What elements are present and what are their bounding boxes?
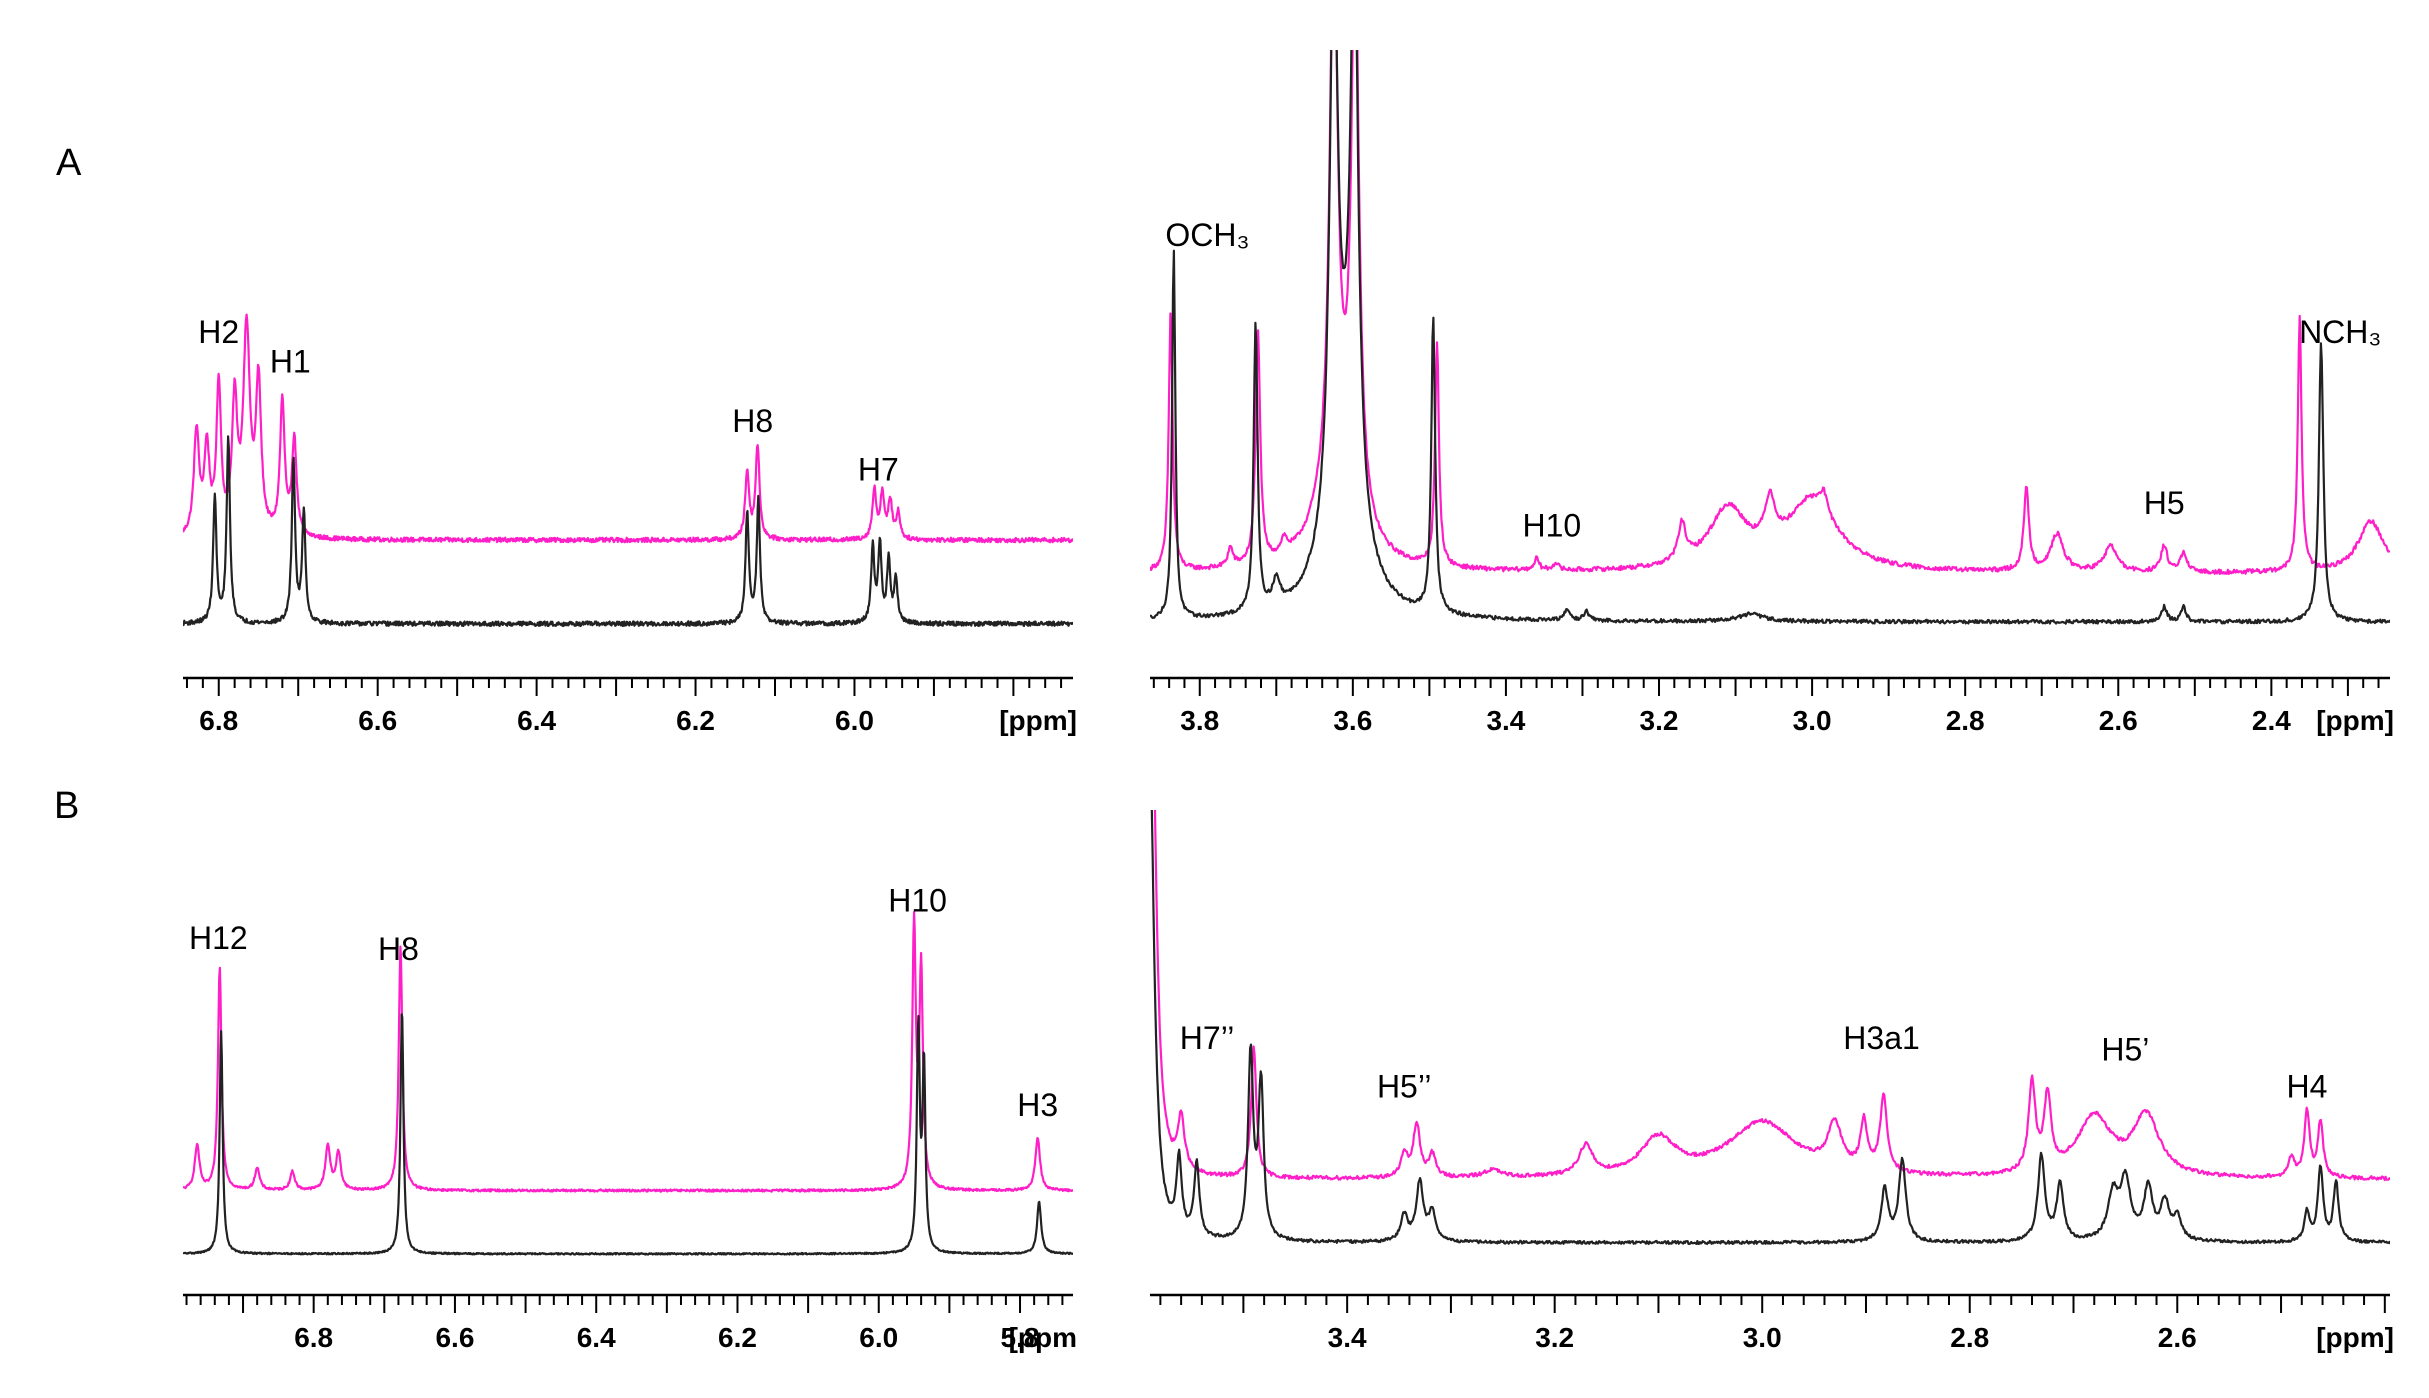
tick-label: 3.0	[1743, 1322, 1782, 1353]
tick-label: 2.4	[2252, 705, 2291, 736]
peak-label: H3a1	[1843, 1020, 1920, 1056]
tick-label: 6.8	[294, 1322, 333, 1353]
tick-label: 6.0	[859, 1322, 898, 1353]
tick-label: 3.2	[1640, 705, 1679, 736]
peak-label: H4	[2287, 1069, 2328, 1105]
peak-label: H5	[2144, 485, 2185, 521]
axis-unit-label: [ppm	[1009, 1322, 1077, 1353]
peak-label: H8	[378, 931, 419, 967]
spectrum-trace-magenta	[183, 313, 1073, 544]
spectrum-plot-a-aromatic: 6.8 6.6 6.4 6.2 6.0 [ppm] H2 H1 H8 H7	[183, 313, 1077, 736]
spectrum-trace-black	[183, 1013, 1073, 1256]
axis-unit-label: [ppm]	[999, 705, 1077, 736]
tick-label: 2.8	[1946, 705, 1985, 736]
peak-label: OCH₃	[1165, 217, 1249, 253]
tick-label: 2.6	[2099, 705, 2138, 736]
tick-label: 6.2	[676, 705, 715, 736]
tick-label: 3.4	[1486, 705, 1525, 736]
tick-label: 3.8	[1180, 705, 1219, 736]
spectrum-plot-a-aliphatic: 3.8 3.6 3.4 3.2 3.0 2.8 2.6 2.4 [ppm] OCH₃ H10 H5 NC…	[1150, 50, 2394, 736]
tick-label: 6.6	[358, 705, 397, 736]
spectrum-trace-magenta	[183, 911, 1073, 1193]
peak-label: H3	[1017, 1087, 1058, 1123]
peak-label: H7’’	[1180, 1020, 1235, 1056]
spectrum-plot-b-aromatic: 6.8 6.6 6.4 6.2 6.0 5.8[ppm H12 H8 H10 H3	[183, 883, 1077, 1353]
tick-label: 6.8	[199, 705, 238, 736]
peak-label: H5’	[2101, 1031, 2149, 1067]
peak-label: H7	[858, 452, 899, 488]
tick-label: 6.4	[517, 705, 556, 736]
spectrum-trace-black	[183, 435, 1073, 628]
peak-label: H10	[1523, 507, 1582, 543]
spectrum-trace-magenta	[1150, 50, 2390, 575]
tick-label: 6.2	[718, 1322, 757, 1353]
axis-unit-label: [ppm]	[2316, 705, 2394, 736]
tick-label: 2.8	[1950, 1322, 1989, 1353]
peak-label: H2	[198, 314, 239, 350]
tick-label: 6.0	[835, 705, 874, 736]
tick-label: 3.4	[1328, 1322, 1367, 1353]
tick-label: 5.8	[1001, 1322, 1040, 1353]
peak-label: H10	[888, 883, 947, 919]
panel-letter-b: B	[54, 785, 79, 827]
tick-label: 3.2	[1535, 1322, 1574, 1353]
peak-label: H1	[270, 344, 311, 380]
spectrum-plot-b-aliphatic: 3.4 3.2 3.0 2.8 2.6 [ppm] H7’’ H5’’ H3a1 H5’ H4	[1150, 810, 2394, 1353]
peak-label: H8	[732, 403, 773, 439]
peak-label: H12	[189, 920, 248, 956]
tick-label: 6.6	[435, 1322, 474, 1353]
axis-unit-label: [ppm]	[2316, 1322, 2394, 1353]
spectrum-trace-magenta	[1153, 810, 2390, 1182]
peak-label: H5’’	[1377, 1069, 1432, 1105]
peak-label: NCH₃	[2299, 314, 2381, 350]
tick-label: 2.6	[2158, 1322, 2197, 1353]
tick-label: 3.0	[1793, 705, 1832, 736]
spectrum-trace-black	[1150, 810, 2390, 1245]
panel-letter-a: A	[56, 142, 82, 184]
tick-label: 6.4	[577, 1322, 616, 1353]
spectrum-trace-black	[1150, 50, 2390, 625]
tick-label: 3.6	[1333, 705, 1372, 736]
